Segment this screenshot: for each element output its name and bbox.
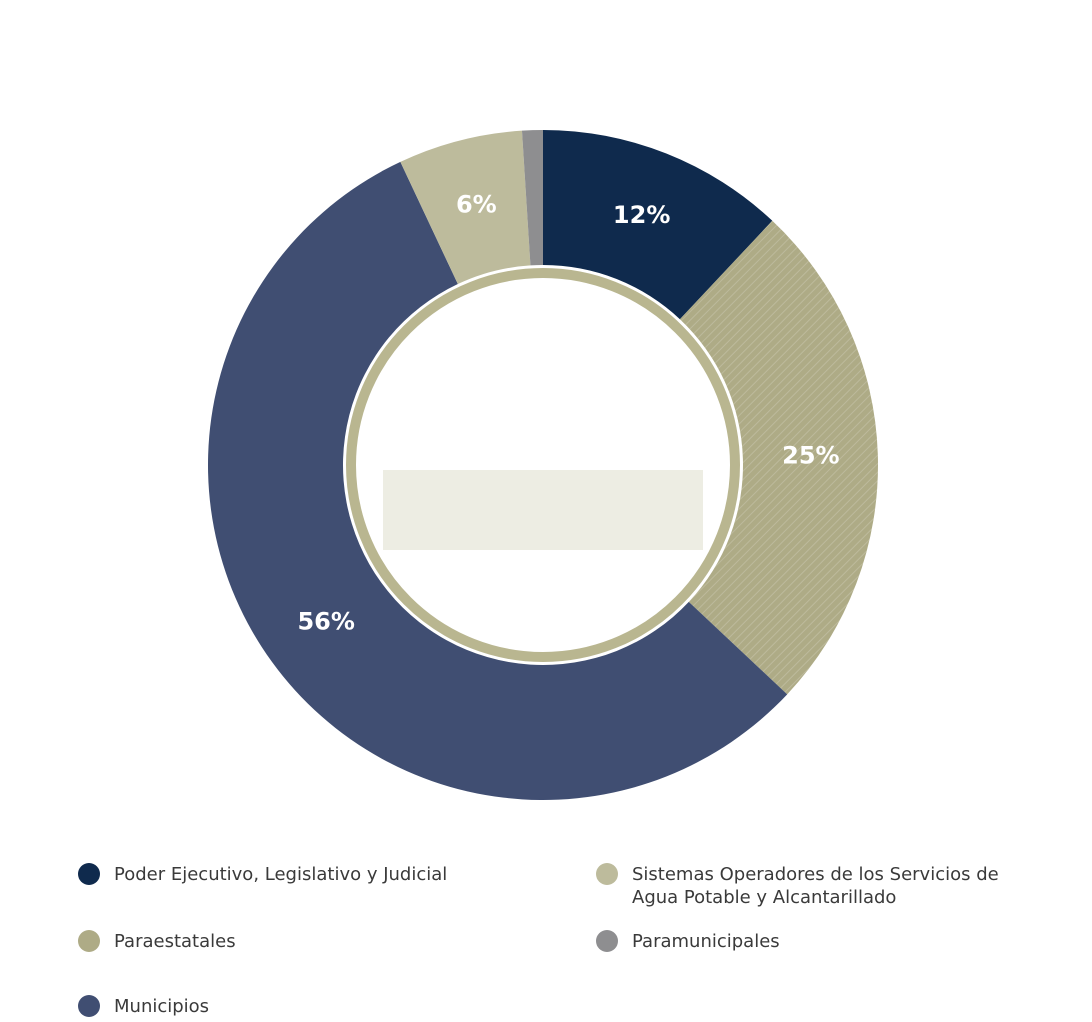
slice-label: 1%	[511, 95, 552, 123]
legend-item: Municipios	[78, 995, 538, 1018]
slice-label: 56%	[297, 608, 354, 636]
legend-swatch	[78, 863, 100, 885]
center-disc	[351, 273, 735, 657]
legend-swatch	[78, 930, 100, 952]
legend-label: Sistemas Operadores de los Servicios de …	[632, 863, 1026, 909]
slice-label: 12%	[613, 201, 670, 229]
legend-item: Sistemas Operadores de los Servicios de …	[596, 863, 1026, 909]
legend-swatch	[596, 863, 618, 885]
legend-label: Municipios	[114, 995, 209, 1018]
center-building	[383, 470, 703, 550]
slice-label: 6%	[456, 190, 497, 218]
legend-label: Paraestatales	[114, 930, 236, 953]
chart: 12% 25% 56% 6% 1% Poder Ejecutivo, Legislati…	[0, 0, 1092, 1022]
legend-label: Paramunicipales	[632, 930, 780, 953]
legend-swatch	[596, 930, 618, 952]
legend-item: Poder Ejecutivo, Legislativo y Judicial	[78, 863, 538, 886]
slice-label: 25%	[782, 442, 839, 470]
legend-item: Paraestatales	[78, 930, 538, 953]
legend-item: Paramunicipales	[596, 930, 1056, 953]
legend-label: Poder Ejecutivo, Legislativo y Judicial	[114, 863, 447, 886]
legend-swatch	[78, 995, 100, 1017]
